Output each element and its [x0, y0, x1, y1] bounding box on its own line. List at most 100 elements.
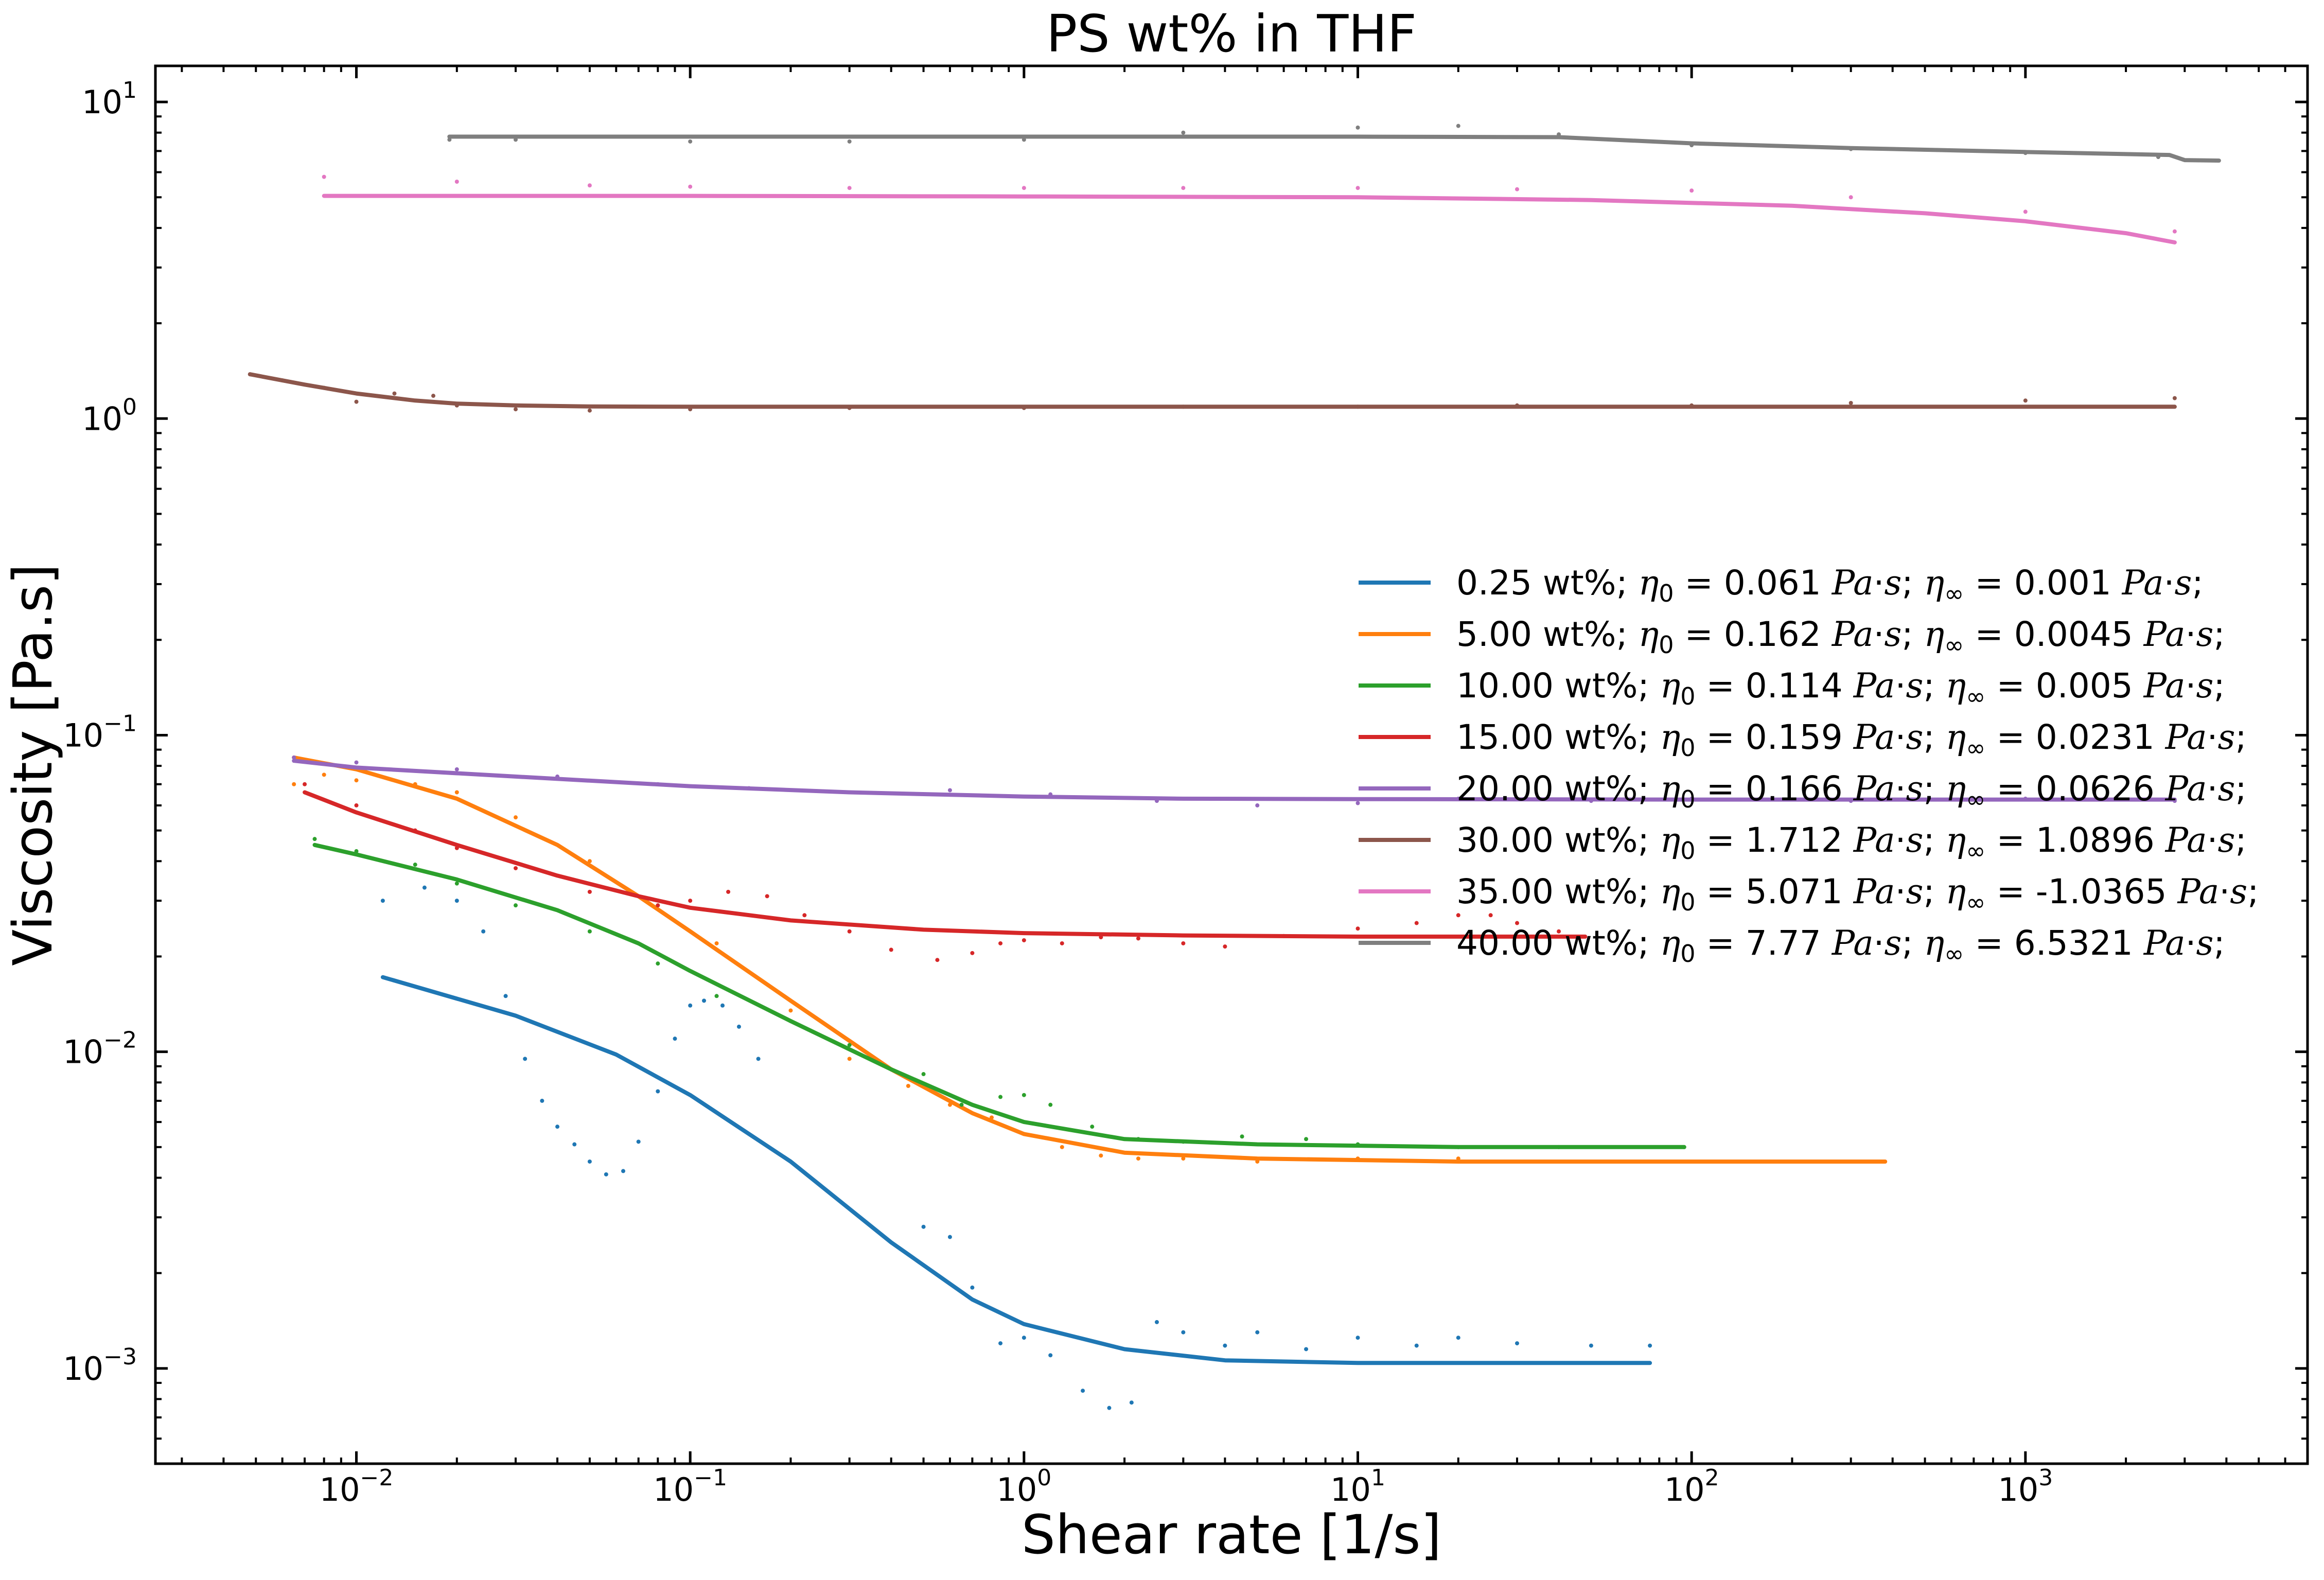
measured-point — [1848, 195, 1853, 200]
measured-point — [788, 1008, 793, 1013]
measured-point — [1414, 921, 1419, 925]
measured-point — [354, 760, 359, 765]
measured-point — [906, 1084, 910, 1089]
measured-point — [970, 951, 975, 955]
measured-point — [1107, 1406, 1112, 1410]
measured-point — [454, 790, 459, 795]
measured-point — [1181, 941, 1186, 945]
measured-point — [1589, 1343, 1593, 1348]
measured-point — [656, 1089, 660, 1094]
x-axis-label: Shear rate [1/s] — [1022, 1503, 1441, 1566]
x-tick-label: 102 — [1664, 1465, 1719, 1508]
measured-point — [714, 941, 719, 945]
measured-point — [303, 782, 307, 786]
measured-point — [604, 1172, 608, 1177]
plot-frame — [154, 64, 2309, 1465]
y-tick-label: 101 — [82, 77, 137, 121]
measured-point — [998, 1341, 1003, 1346]
measured-point — [847, 1057, 852, 1061]
measured-point — [587, 183, 592, 188]
measured-point — [292, 782, 296, 786]
series-7 — [447, 124, 2221, 163]
legend-entry: 40.00 wt%; η0 = 7.77 Pa·s; η∞ = 6.5321 P… — [1359, 923, 2225, 968]
measured-point — [413, 863, 417, 867]
measured-point — [636, 1139, 641, 1144]
measured-point — [2023, 398, 2028, 403]
measured-point — [714, 994, 719, 998]
measured-point — [656, 903, 660, 908]
measured-point — [1414, 1343, 1419, 1348]
measured-point — [587, 929, 592, 934]
measured-point — [1081, 1389, 1085, 1393]
measured-point — [847, 139, 852, 144]
measured-point — [1304, 1347, 1309, 1351]
measured-point — [514, 815, 518, 820]
measured-point — [847, 186, 852, 190]
measured-point — [1022, 1336, 1026, 1340]
measured-point — [959, 1102, 964, 1107]
measured-point — [1557, 929, 1561, 934]
measured-point — [523, 1057, 527, 1061]
measured-point — [688, 139, 693, 144]
measured-point — [1090, 1125, 1095, 1129]
fit-line — [380, 975, 1652, 1365]
measured-point — [702, 998, 707, 1003]
legend-label: 5.00 wt%; η0 = 0.162 Pa·s; η∞ = 0.0045 P… — [1456, 615, 2225, 659]
legend-label: 0.25 wt%; η0 = 0.061 Pa·s; η∞ = 0.001 Pa… — [1456, 563, 2204, 607]
measured-point — [1022, 1093, 1026, 1097]
y-tick-label: 100 — [82, 394, 137, 437]
y-tick-label: 10−3 — [63, 1344, 137, 1388]
measured-point — [1355, 801, 1360, 805]
measured-point — [947, 1235, 952, 1239]
measured-point — [514, 903, 518, 908]
measured-point — [555, 1125, 560, 1129]
x-tick-label: 10−1 — [653, 1465, 727, 1508]
measured-point — [1154, 1320, 1159, 1324]
y-axis-label: Viscosity [Pa.s] — [2, 564, 64, 965]
measured-point — [1136, 936, 1140, 941]
measured-point — [514, 407, 518, 412]
measured-point — [1136, 1156, 1140, 1161]
series-2 — [312, 837, 1686, 1149]
series-layer — [248, 124, 2221, 1410]
measured-point — [1848, 400, 1853, 405]
measured-point — [1648, 1343, 1652, 1348]
measured-point — [688, 899, 693, 903]
x-tick-label: 101 — [1330, 1465, 1385, 1508]
measured-point — [454, 899, 459, 903]
measured-point — [1515, 921, 1519, 925]
measured-point — [587, 859, 592, 864]
measured-point — [756, 1057, 761, 1061]
x-tick-label: 100 — [996, 1465, 1051, 1508]
series-4 — [292, 755, 2177, 807]
measured-point — [1129, 1400, 1134, 1405]
measured-point — [1456, 124, 1460, 128]
fit-line — [248, 372, 2177, 409]
measured-point — [935, 958, 940, 962]
measured-point — [572, 1142, 577, 1147]
measured-point — [1099, 1153, 1103, 1158]
measured-point — [673, 1037, 677, 1041]
measured-point — [1060, 1145, 1064, 1149]
measured-point — [454, 180, 459, 184]
measured-point — [354, 778, 359, 783]
measured-point — [1488, 913, 1493, 918]
measured-point — [2172, 229, 2177, 234]
series-6 — [322, 174, 2177, 244]
measured-point — [1255, 803, 1260, 807]
measured-point — [481, 929, 486, 934]
measured-point — [720, 1003, 725, 1008]
legend-label: 30.00 wt%; η0 = 1.712 Pa·s; η∞ = 1.0896 … — [1456, 820, 2247, 865]
measured-point — [1355, 125, 1360, 130]
fit-line — [322, 194, 2177, 244]
measured-point — [921, 1072, 926, 1077]
measured-point — [970, 1285, 975, 1290]
chart-title: PS wt% in THF — [1046, 4, 1417, 64]
legend-label: 20.00 wt%; η0 = 0.166 Pa·s; η∞ = 0.0626 … — [1456, 769, 2247, 813]
measured-point — [688, 184, 693, 189]
measured-point — [1181, 130, 1186, 135]
measured-point — [1456, 1336, 1460, 1340]
measured-point — [726, 889, 731, 894]
